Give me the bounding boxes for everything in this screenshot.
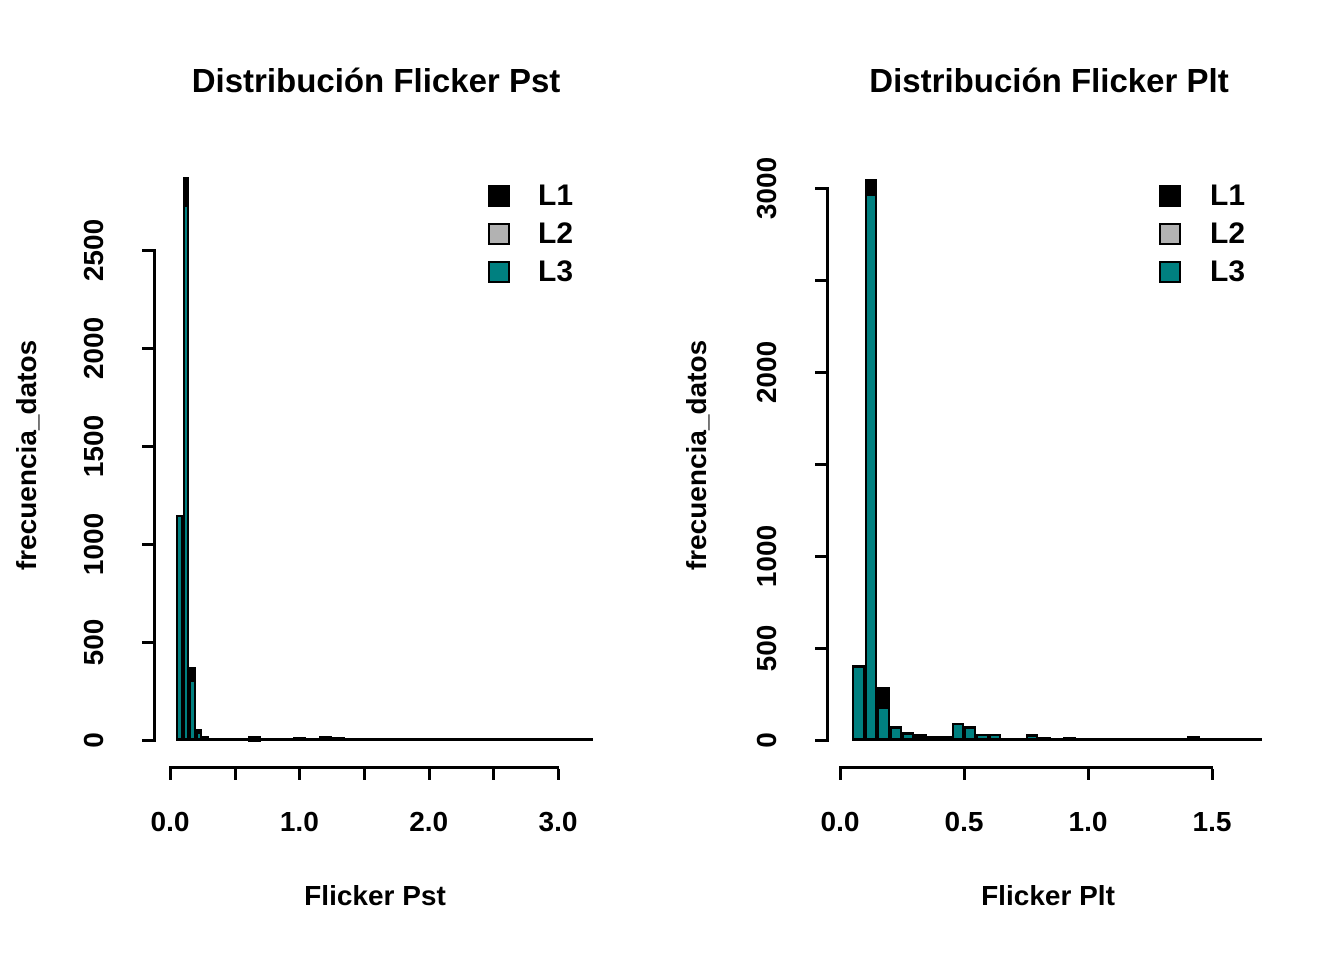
x-tick-label-pst: 1.0 xyxy=(279,806,319,837)
x-tick-plt xyxy=(1211,769,1214,780)
legend-label-l2: L2 xyxy=(538,217,574,250)
legend-swatch-l2 xyxy=(1159,223,1181,245)
x-tick-pst xyxy=(556,769,560,780)
y-tick-label-pst: 2000 xyxy=(78,316,109,380)
y-tick-plt xyxy=(815,279,826,282)
y-tick-plt xyxy=(815,187,826,190)
histogram-baseline-pst xyxy=(176,738,593,741)
x-tick-label-plt: 0.0 xyxy=(820,806,860,837)
y-tick-pst xyxy=(142,739,153,742)
x-axis-label-plt: Flicker Plt xyxy=(981,880,1115,911)
x-axis-line-plt xyxy=(839,766,1213,769)
y-tick-label-pst: 1000 xyxy=(78,512,109,576)
x-tick-pst xyxy=(492,769,496,780)
y-tick-pst xyxy=(142,347,153,350)
x-tick-label-plt: 1.5 xyxy=(1192,806,1232,837)
y-tick-plt xyxy=(815,739,826,742)
histogram-bar-l3 xyxy=(182,204,190,740)
legend-swatch-l3 xyxy=(1159,261,1181,283)
legend-swatch-l1 xyxy=(1159,185,1181,207)
y-tick-pst xyxy=(142,543,153,546)
y-tick-pst xyxy=(142,641,153,644)
histogram-bar-l1 xyxy=(914,733,927,740)
chart-title-pst: Distribución Flicker Pst xyxy=(191,62,561,99)
y-tick-label-pst: 0 xyxy=(78,732,109,748)
y-axis-line-pst xyxy=(153,249,156,742)
y-tick-plt xyxy=(815,371,826,374)
legend-label-l1: L1 xyxy=(1210,179,1246,212)
x-axis-line-pst xyxy=(169,766,559,769)
x-tick-plt xyxy=(1087,769,1090,780)
x-axis-label-pst: Flicker Pst xyxy=(304,880,446,911)
histogram-baseline-plt xyxy=(852,738,1262,741)
x-tick-plt xyxy=(963,769,966,780)
x-tick-pst xyxy=(362,769,366,780)
y-tick-label-plt: 1000 xyxy=(751,524,782,588)
x-tick-label-plt: 1.0 xyxy=(1068,806,1108,837)
histogram-bar-l3 xyxy=(852,666,865,740)
y-tick-label-pst: 500 xyxy=(78,618,109,666)
x-tick-pst xyxy=(169,769,172,780)
y-axis-label-pst: frecuencia_datos xyxy=(11,339,42,571)
x-tick-pst xyxy=(298,769,302,780)
x-tick-label-pst: 2.0 xyxy=(409,806,449,837)
legend-label-l1: L1 xyxy=(538,179,574,212)
x-tick-label-pst: 0.0 xyxy=(150,806,190,837)
x-tick-pst xyxy=(427,769,431,780)
legend-swatch-l1 xyxy=(488,185,510,207)
legend-swatch-l3 xyxy=(488,261,510,283)
histogram-bar-l3 xyxy=(877,706,890,740)
y-tick-label-plt: 0 xyxy=(751,732,782,748)
y-tick-label-plt: 3000 xyxy=(751,156,782,220)
legend-swatch-l2 xyxy=(488,223,510,245)
y-tick-label-plt: 2000 xyxy=(751,340,782,404)
legend-label-l3: L3 xyxy=(1210,255,1246,288)
legend-label-l2: L2 xyxy=(1210,217,1246,250)
y-tick-label-pst: 1500 xyxy=(78,414,109,478)
x-tick-label-plt: 0.5 xyxy=(944,806,984,837)
histogram-bar-l3 xyxy=(864,193,878,740)
x-tick-pst xyxy=(233,769,237,780)
y-tick-plt xyxy=(815,463,826,466)
legend-label-l3: L3 xyxy=(538,255,574,288)
y-tick-label-pst: 2500 xyxy=(78,218,109,282)
y-tick-plt xyxy=(815,647,826,650)
y-tick-label-plt: 500 xyxy=(751,624,782,672)
histogram-bar-l1 xyxy=(1187,735,1200,740)
y-axis-label-plt: frecuencia_datos xyxy=(681,339,712,571)
y-tick-plt xyxy=(815,555,826,558)
y-tick-pst xyxy=(142,445,153,448)
y-axis-line-plt xyxy=(826,187,829,742)
y-tick-pst xyxy=(142,249,153,252)
x-tick-plt xyxy=(839,769,842,780)
chart-title-plt: Distribución Flicker Plt xyxy=(869,62,1229,99)
x-tick-label-pst: 3.0 xyxy=(538,806,578,837)
